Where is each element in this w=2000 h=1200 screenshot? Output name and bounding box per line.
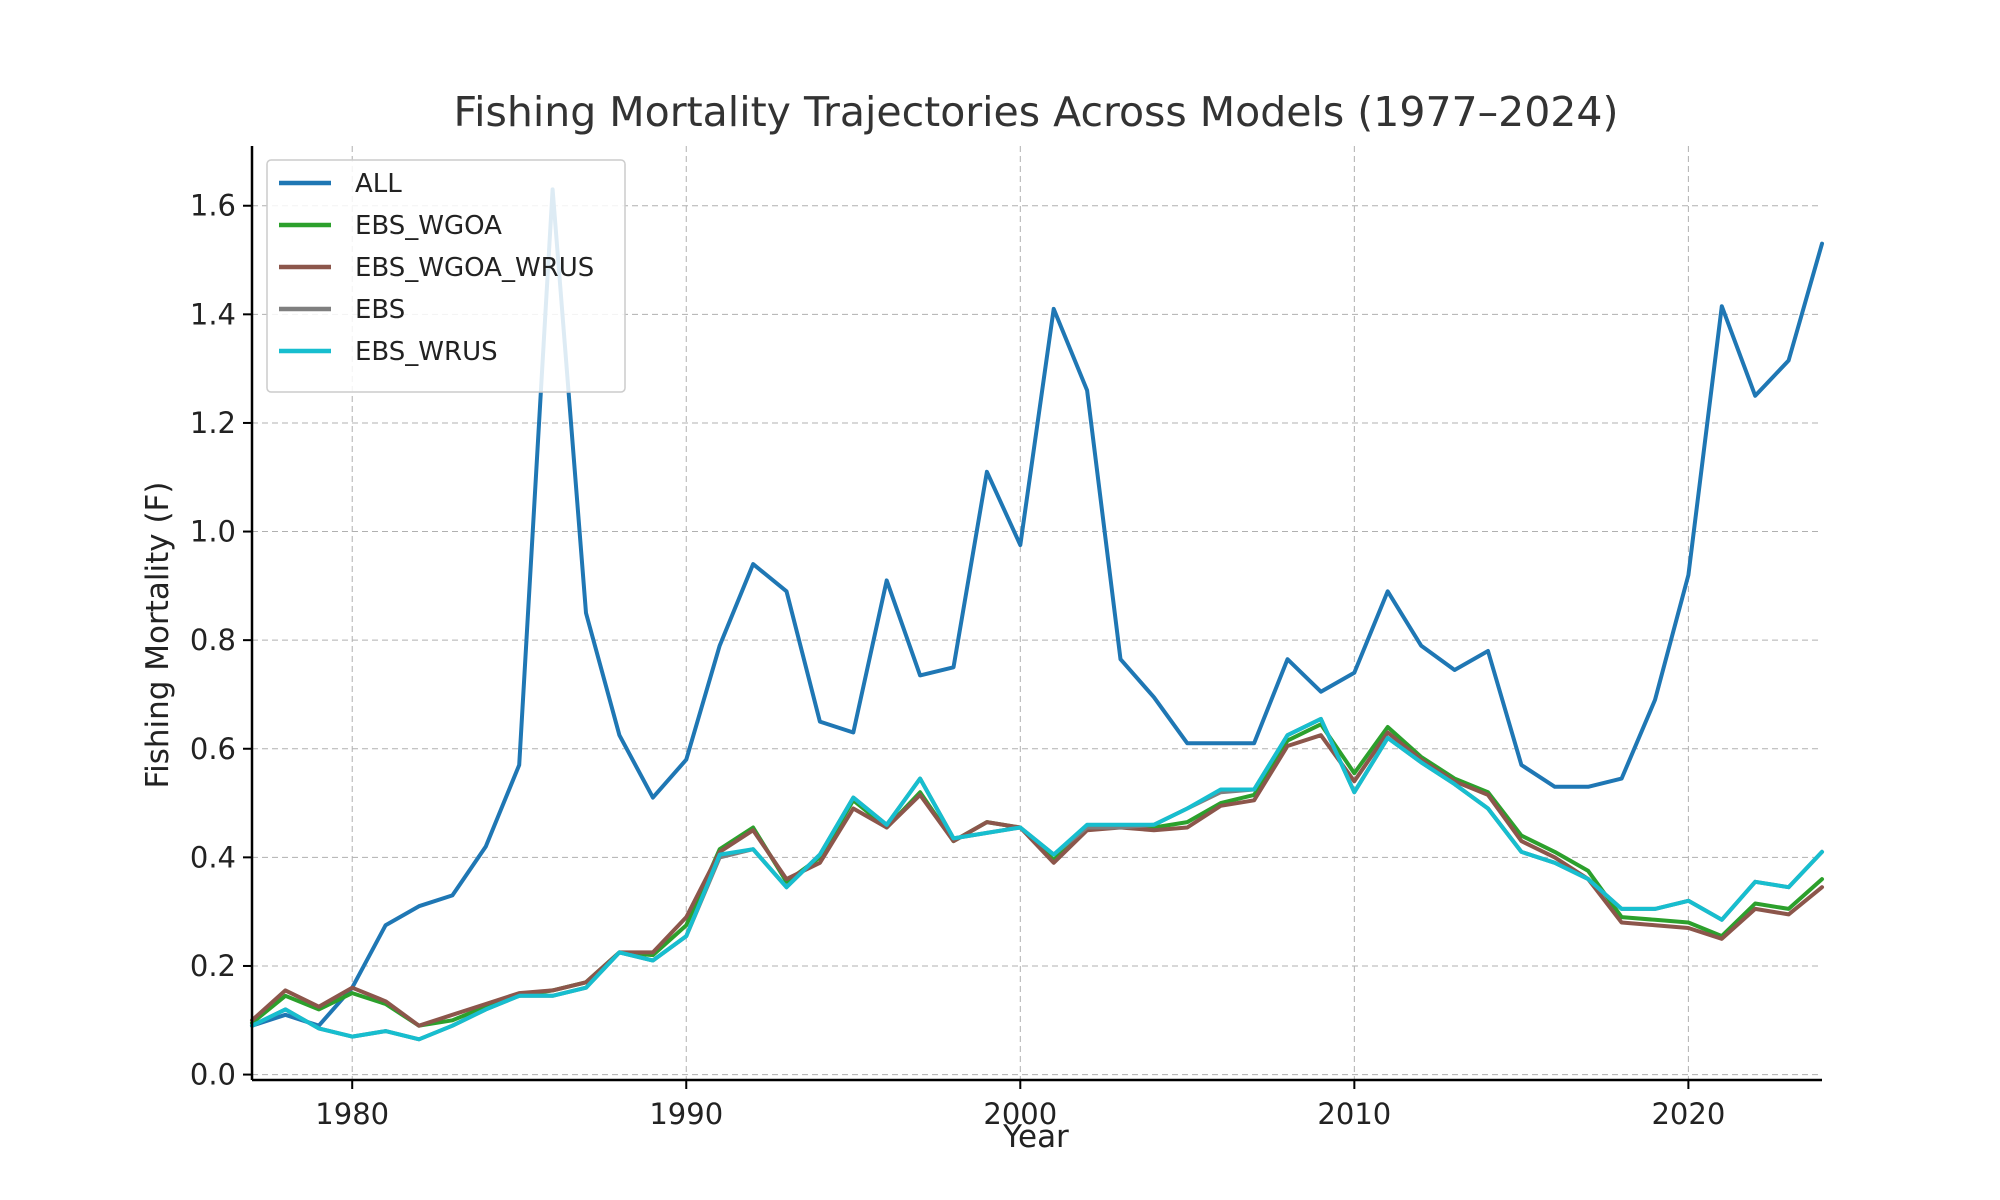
y-tick-label: 0.2 [190, 949, 236, 983]
series-line-ebs-wrus [250, 716, 1824, 1042]
chart-title: Fishing Mortality Trajectories Across Mo… [454, 88, 1619, 136]
legend-label: EBS_WRUS [355, 337, 498, 367]
series-line-ebs-wgoa-wrus [250, 730, 1824, 1028]
legend: ALL EBS_WGOA EBS_WGOA_WRUS EBS EBS_WRUS [266, 159, 626, 393]
x-axis-label: Year [1002, 1119, 1069, 1155]
legend-box [266, 159, 626, 393]
legend-label: EBS [355, 295, 405, 325]
x-tick-label: 1990 [649, 1097, 723, 1131]
series-line-ebs-wgoa [250, 722, 1824, 1028]
y-tick-label: 1.2 [190, 406, 236, 440]
legend-label: EBS_WGOA_WRUS [355, 253, 594, 283]
y-tick-label: 0.4 [190, 840, 236, 874]
legend-label: EBS_WGOA [355, 211, 502, 241]
y-tick-label: 0.8 [190, 623, 236, 657]
axes: 1980 1990 2000 2010 2020 0.0 0.2 0.4 0.6 0.8 1.0 1.… [190, 146, 1822, 1131]
y-tick-label: 0.6 [190, 732, 236, 766]
x-tick-label: 2000 [983, 1097, 1057, 1131]
y-tick-label: 1.6 [190, 189, 236, 223]
x-tick-label: 2010 [1317, 1097, 1391, 1131]
x-tick-label: 2020 [1651, 1097, 1725, 1131]
y-tick-label: 0.0 [190, 1058, 236, 1092]
series-line-all [250, 187, 1824, 1028]
y-tick-label: 1.0 [190, 515, 236, 549]
x-tick-label: 1980 [315, 1097, 389, 1131]
legend-label: ALL [355, 169, 402, 199]
y-tick-label: 1.4 [190, 297, 236, 331]
y-axis-label: Fishing Mortality (F) [140, 482, 176, 789]
series-layer [250, 187, 1824, 1042]
